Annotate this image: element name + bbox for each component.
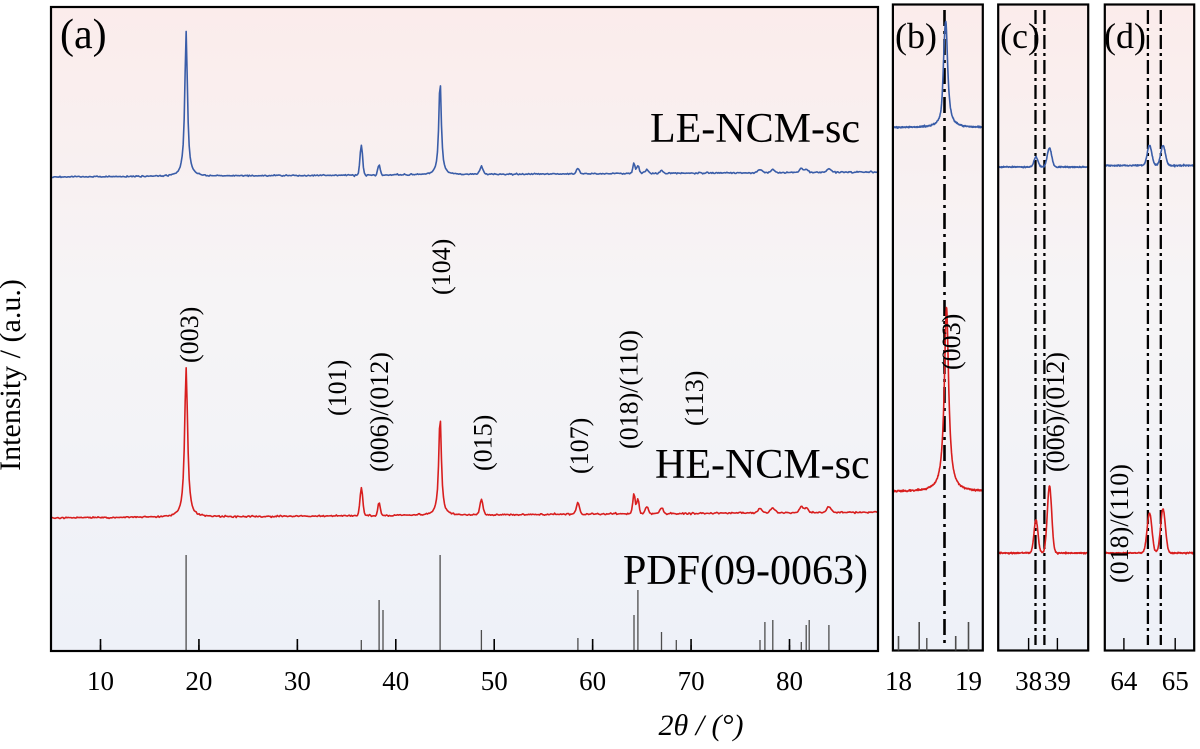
svg-text:(018)/(110): (018)/(110) xyxy=(614,330,643,449)
svg-text:19: 19 xyxy=(955,666,982,696)
svg-text:(d): (d) xyxy=(1104,16,1146,56)
svg-text:50: 50 xyxy=(481,666,508,696)
svg-text:40: 40 xyxy=(382,666,409,696)
svg-text:PDF(09-0063): PDF(09-0063) xyxy=(623,548,868,594)
svg-text:2θ / (°): 2θ / (°) xyxy=(658,709,743,742)
svg-text:18: 18 xyxy=(885,666,912,696)
svg-text:65: 65 xyxy=(1162,666,1189,696)
svg-text:38: 38 xyxy=(1015,666,1042,696)
svg-text:(107): (107) xyxy=(565,418,594,474)
svg-text:(113): (113) xyxy=(680,371,709,426)
svg-text:(015): (015) xyxy=(468,415,497,471)
svg-text:(b): (b) xyxy=(895,16,937,56)
svg-text:Intensity / (a.u.): Intensity / (a.u.) xyxy=(0,279,27,471)
svg-text:(101): (101) xyxy=(323,360,352,416)
svg-text:64: 64 xyxy=(1110,666,1138,696)
svg-text:(003): (003) xyxy=(937,314,966,370)
svg-text:(104): (104) xyxy=(427,239,456,295)
svg-text:HE-NCM-sc: HE-NCM-sc xyxy=(655,442,870,488)
svg-text:60: 60 xyxy=(579,666,606,696)
svg-text:70: 70 xyxy=(678,666,705,696)
svg-text:(c): (c) xyxy=(1000,16,1040,56)
svg-text:LE-NCM-sc: LE-NCM-sc xyxy=(650,106,860,152)
svg-text:80: 80 xyxy=(776,666,803,696)
svg-text:30: 30 xyxy=(284,666,311,696)
svg-text:10: 10 xyxy=(87,666,114,696)
svg-text:(003): (003) xyxy=(175,307,204,363)
svg-text:(a): (a) xyxy=(60,12,107,58)
svg-text:20: 20 xyxy=(185,666,212,696)
svg-text:(006)/(012): (006)/(012) xyxy=(365,352,394,472)
svg-text:39: 39 xyxy=(1044,666,1071,696)
svg-text:(018)/(110): (018)/(110) xyxy=(1105,464,1134,583)
svg-text:(006)/(012): (006)/(012) xyxy=(1041,352,1070,472)
